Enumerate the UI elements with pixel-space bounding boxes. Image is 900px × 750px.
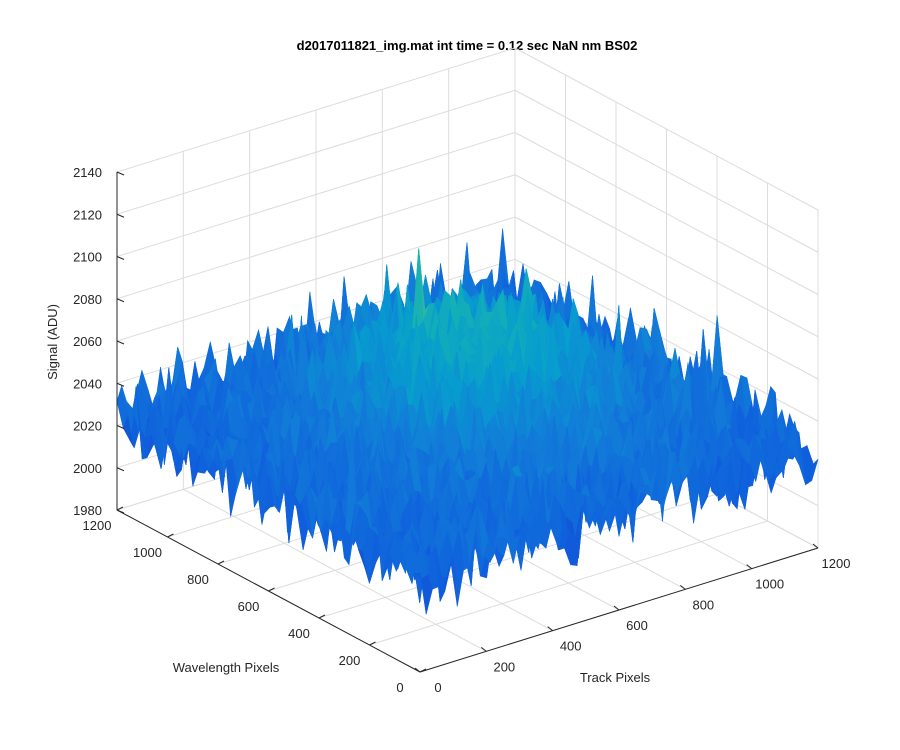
x-tick-label: 0 bbox=[434, 680, 441, 695]
z-tick-mark bbox=[116, 256, 125, 260]
wall-y-grid-z-2100 bbox=[116, 132, 516, 257]
wall-y-grid-z-2080 bbox=[116, 174, 516, 300]
x-tick-mark bbox=[680, 584, 686, 590]
y-tick-mark bbox=[167, 533, 174, 538]
y-tick-label: 400 bbox=[288, 626, 310, 641]
z-tick-mark bbox=[116, 467, 125, 472]
z-tick-label: 2140 bbox=[73, 165, 102, 180]
y-tick-mark bbox=[116, 506, 124, 511]
z-tick-label: 2080 bbox=[73, 292, 102, 307]
x-tick-mark bbox=[481, 646, 487, 652]
x-tick-mark bbox=[812, 543, 819, 549]
wall-y-grid-z-2120 bbox=[116, 89, 516, 215]
y-tick-label: 600 bbox=[238, 599, 260, 614]
z-tick-mark bbox=[116, 425, 125, 429]
z-tick-label: 1980 bbox=[73, 503, 102, 518]
z-tick-mark bbox=[116, 213, 125, 218]
y-tick-label: 1000 bbox=[133, 545, 162, 560]
x-tick-label: 600 bbox=[626, 618, 648, 633]
wall-y-grid-z-2140 bbox=[116, 47, 516, 173]
wall-x-grid-z-2120 bbox=[514, 89, 819, 253]
z-tick-mark bbox=[116, 509, 125, 514]
z-tick-label: 2000 bbox=[73, 461, 102, 476]
y-tick-label: 1200 bbox=[83, 518, 112, 533]
wall-y-grid-z-2040 bbox=[116, 258, 516, 384]
z-tick-label: 2100 bbox=[73, 250, 102, 265]
y-tick-mark bbox=[217, 560, 225, 565]
x-tick-label: 1200 bbox=[822, 556, 851, 571]
y-axis-label: Wavelength Pixels bbox=[173, 660, 280, 675]
wall-x-grid-z-2100 bbox=[514, 132, 819, 295]
y-tick-label: 800 bbox=[187, 572, 209, 587]
y-tick-label: 0 bbox=[396, 680, 403, 695]
wall-x-grid-z-2080 bbox=[514, 174, 819, 338]
x-tick-mark bbox=[547, 626, 553, 632]
z-tick-mark bbox=[116, 340, 125, 345]
floor-grid-y-200 bbox=[369, 520, 768, 646]
wall-y-grid-z-2060 bbox=[116, 216, 516, 342]
x-tick-mark bbox=[746, 564, 752, 570]
z-tick-label: 2120 bbox=[73, 207, 102, 222]
x-tick-mark bbox=[414, 667, 421, 673]
tick-labels: 0 200 400 600 800 1000 1200 0 200 400 600 800 1000 12… bbox=[73, 165, 850, 695]
x-tick-label: 1000 bbox=[755, 577, 784, 592]
z-tick-mark bbox=[116, 382, 125, 387]
x-tick-label: 400 bbox=[560, 639, 582, 654]
z-tick-label: 2040 bbox=[73, 376, 102, 391]
y-tick-mark bbox=[268, 587, 275, 592]
x-tick-label: 800 bbox=[692, 597, 714, 612]
y-tick-mark bbox=[318, 614, 326, 619]
y-tick-mark bbox=[369, 641, 376, 646]
z-tick-label: 2020 bbox=[73, 419, 102, 434]
x-axis-label: Track Pixels bbox=[580, 670, 651, 685]
x-tick-mark bbox=[613, 605, 620, 611]
y-tick-mark bbox=[419, 668, 427, 673]
axes bbox=[116, 171, 819, 673]
z-tick-mark bbox=[116, 171, 125, 176]
z-axis-label: Signal (ADU) bbox=[45, 304, 60, 380]
y-tick-label: 200 bbox=[339, 653, 361, 668]
wall-x-grid-z-2040 bbox=[514, 258, 819, 422]
chart-title: d2017011821_img.mat int time = 0.12 sec … bbox=[297, 38, 638, 53]
surface-mesh bbox=[116, 228, 819, 615]
x-tick-label: 200 bbox=[493, 659, 515, 674]
surface-patch bbox=[414, 572, 427, 615]
z-tick-label: 2060 bbox=[73, 334, 102, 349]
wall-x-grid-z-2140 bbox=[514, 47, 819, 211]
z-tick-mark bbox=[116, 298, 125, 303]
wall-x-grid-z-2060 bbox=[514, 216, 819, 380]
